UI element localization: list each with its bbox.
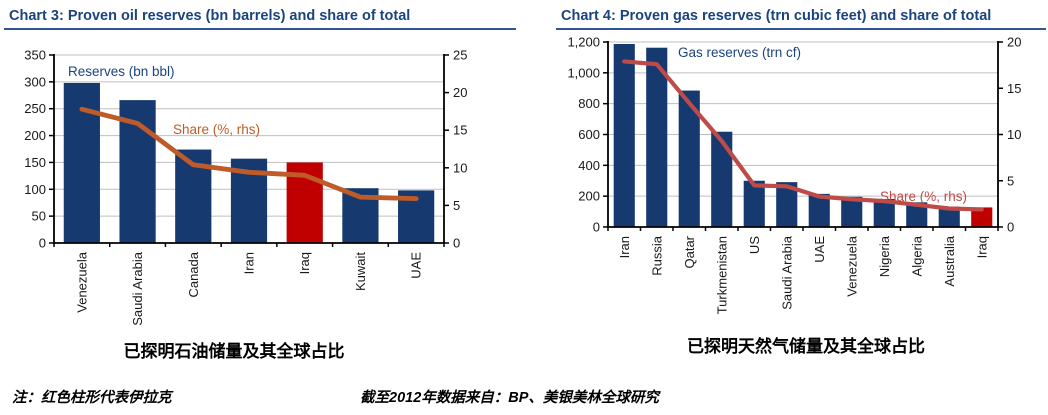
category-label: Iraq bbox=[297, 252, 312, 274]
chart3-caption-cn: 已探明石油储量及其全球占比 bbox=[123, 342, 345, 361]
category-label: Algeria bbox=[909, 235, 924, 276]
left-tick-label: 350 bbox=[24, 48, 46, 63]
bar-us bbox=[743, 180, 765, 227]
footnote-row: 注：红色柱形代表伊拉克 截至2012年数据来自：BP、美银美林全球研究 bbox=[0, 386, 1048, 408]
category-label: Iran bbox=[242, 252, 257, 274]
right-tick-label: 20 bbox=[453, 85, 467, 100]
left-tick-label: 100 bbox=[24, 182, 46, 197]
right-tick-label: 0 bbox=[453, 236, 460, 251]
chart4-title: Chart 4: Proven gas reserves (trn cubic … bbox=[556, 4, 1046, 30]
category-label: Russia bbox=[649, 235, 664, 276]
bar-qatar bbox=[678, 90, 700, 227]
right-tick-label: 5 bbox=[1007, 173, 1014, 188]
left-tick-label: 800 bbox=[578, 96, 600, 111]
category-label: Iran bbox=[617, 236, 632, 258]
gas-reserves-chart: 0 200 400 600 800 1,000 1,200 0 5 10 15 20 Iran Russi… bbox=[556, 30, 1046, 332]
bar-series-label: Reserves (bn bbl) bbox=[68, 64, 175, 79]
category-label: Qatar bbox=[682, 235, 697, 268]
chart3-title: Chart 3: Proven oil reserves (bn barrels… bbox=[4, 4, 516, 30]
bar-australia bbox=[938, 206, 960, 227]
category-label: UAE bbox=[812, 236, 827, 263]
left-tick-label: 300 bbox=[24, 74, 46, 89]
category-label: US bbox=[747, 236, 762, 254]
category-label: Saudi Arabia bbox=[130, 251, 145, 325]
category-label: Saudi Arabia bbox=[779, 235, 794, 309]
left-tick-label: 50 bbox=[32, 209, 46, 224]
category-label: Venezuela bbox=[844, 235, 859, 296]
bar-russia bbox=[646, 47, 668, 228]
chart-canvas: 0 50 100 150 200 250 300 350 0 5 10 15 20 25 Venezuela… bbox=[24, 48, 467, 326]
bar-iraq bbox=[971, 207, 993, 227]
left-tick-label: 250 bbox=[24, 101, 46, 116]
line-series-label: Share (%, rhs) bbox=[173, 122, 260, 137]
share-line bbox=[79, 106, 419, 202]
left-tick-label: 1,200 bbox=[567, 35, 600, 50]
left-tick-label: 0 bbox=[593, 220, 600, 235]
bar-nigeria bbox=[873, 198, 895, 227]
left-tick-label: 600 bbox=[578, 127, 600, 142]
bar-series-label: Gas reserves (trn cf) bbox=[678, 45, 801, 60]
bar-algeria bbox=[906, 202, 928, 227]
footnote-red-bar-note: 注：红色柱形代表伊拉克 bbox=[12, 390, 172, 406]
category-label: Iraq bbox=[974, 236, 989, 258]
right-tick-label: 10 bbox=[453, 160, 467, 175]
left-tick-label: 150 bbox=[24, 155, 46, 170]
left-tick-label: 200 bbox=[578, 189, 600, 204]
category-label: Turkmenistan bbox=[714, 236, 729, 314]
right-tick-label: 15 bbox=[453, 123, 467, 138]
chart-canvas: 0 200 400 600 800 1,000 1,200 0 5 10 15 20 Iran Russi… bbox=[567, 35, 1021, 315]
bar-venezuela bbox=[841, 196, 863, 227]
oil-reserves-chart: 0 50 100 150 200 250 300 350 0 5 10 15 20 25 Venezuela… bbox=[4, 35, 516, 335]
right-tick-label: 0 bbox=[1007, 220, 1014, 235]
right-tick-label: 20 bbox=[1007, 35, 1021, 50]
gas-reserves-chart-panel: Chart 4: Proven gas reserves (trn cubic … bbox=[556, 4, 1046, 357]
right-tick-label: 15 bbox=[1007, 81, 1021, 96]
left-tick-label: 1,000 bbox=[567, 65, 600, 80]
category-label: UAE bbox=[409, 252, 424, 279]
bar-iran bbox=[613, 44, 635, 227]
category-label: Venezuela bbox=[74, 251, 89, 312]
line-series-label: Share (%, rhs) bbox=[880, 189, 967, 204]
category-label: Nigeria bbox=[877, 235, 892, 277]
share-line bbox=[622, 59, 984, 212]
oil-reserves-chart-panel: Chart 3: Proven oil reserves (bn barrels… bbox=[4, 4, 516, 362]
chart4-caption-cn: 已探明天然气储量及其全球占比 bbox=[687, 337, 925, 356]
right-tick-label: 5 bbox=[453, 198, 460, 213]
right-tick-label: 25 bbox=[453, 48, 467, 63]
left-tick-label: 200 bbox=[24, 128, 46, 143]
bar-saudi-arabia bbox=[776, 182, 798, 227]
category-label: Australia bbox=[942, 235, 957, 286]
bar-uae bbox=[808, 193, 830, 227]
footnote-data-source: 截至2012年数据来自：BP、美银美林全球研究 bbox=[360, 390, 659, 406]
category-label: Canada bbox=[186, 251, 201, 297]
bar-turkmenistan bbox=[711, 131, 733, 227]
category-label: Kuwait bbox=[353, 252, 368, 291]
left-tick-label: 0 bbox=[39, 236, 46, 251]
left-tick-label: 400 bbox=[578, 158, 600, 173]
right-tick-label: 10 bbox=[1007, 127, 1021, 142]
